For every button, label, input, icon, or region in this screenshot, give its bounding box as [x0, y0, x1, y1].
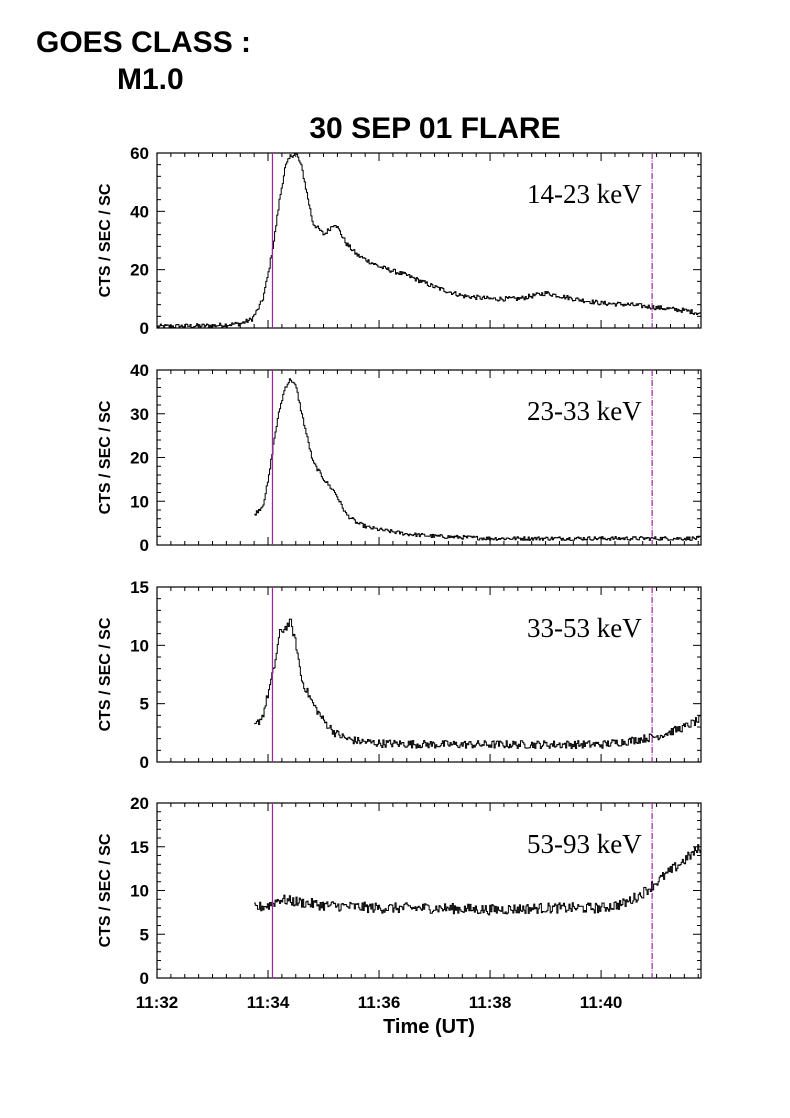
- y-axis-label: CTS / SEC / SC: [97, 400, 114, 514]
- y-tick-label: 0: [140, 536, 149, 555]
- energy-band-label: 53-93 keV: [527, 829, 642, 859]
- energy-band-label: 14-23 keV: [527, 179, 642, 209]
- energy-band-label: 33-53 keV: [527, 613, 642, 643]
- goes-class-value: M1.0: [117, 63, 184, 96]
- y-tick-label: 40: [130, 361, 149, 380]
- y-tick-label: 15: [130, 838, 149, 857]
- x-tick-label: 11:40: [580, 993, 623, 1012]
- plot-frame: [156, 152, 702, 329]
- panel-3: 0 5 10 15 CTS / SEC / SC 33-53 keV: [97, 578, 702, 772]
- y-tick-label: 5: [140, 925, 149, 944]
- light-curve-series: [254, 844, 702, 916]
- x-tick-label: 11:32: [136, 993, 179, 1012]
- y-tick-label: 15: [130, 578, 149, 597]
- energy-band-label: 23-33 keV: [527, 396, 642, 426]
- panel-2: 0 10 20 30 40 CTS / SEC / SC 23-33 keV: [97, 361, 702, 555]
- y-tick-label: 40: [130, 202, 149, 221]
- goes-class-label: GOES CLASS :: [36, 26, 252, 59]
- y-tick-label: 30: [130, 405, 149, 424]
- x-tick-label: 11:34: [247, 993, 290, 1012]
- y-tick-label: 10: [130, 882, 149, 901]
- x-tick-label: 11:38: [469, 993, 512, 1012]
- panel-4: 0 5 10 15 20 CTS / SEC / SC 53-93 keV 11:32 11:3…: [97, 794, 702, 1038]
- y-axis-label: CTS / SEC / SC: [97, 833, 114, 947]
- x-tick-label: 11:36: [358, 993, 401, 1012]
- y-tick-label: 10: [130, 636, 149, 655]
- light-curve-series: [157, 152, 702, 329]
- chart-title: 30 SEP 01 FLARE: [309, 112, 561, 145]
- y-tick-label: 0: [140, 969, 149, 988]
- light-curve-series: [254, 618, 702, 750]
- y-axis-label: CTS / SEC / SC: [97, 617, 114, 731]
- y-tick-label: 10: [130, 492, 149, 511]
- y-tick-label: 20: [130, 261, 149, 280]
- panel-1: 0 20 40 60 CTS / SEC / SC 14-23 keV: [97, 144, 702, 338]
- y-tick-label: 0: [140, 319, 149, 338]
- y-tick-label: 0: [140, 753, 149, 772]
- y-tick-label: 20: [130, 794, 149, 813]
- y-tick-label: 5: [140, 695, 149, 714]
- plot-frame: [156, 586, 702, 763]
- y-tick-label: 20: [130, 449, 149, 468]
- y-tick-label: 60: [130, 144, 149, 163]
- light-curve-series: [254, 378, 702, 541]
- x-axis-label: Time (UT): [383, 1016, 475, 1038]
- y-axis-label: CTS / SEC / SC: [97, 183, 114, 297]
